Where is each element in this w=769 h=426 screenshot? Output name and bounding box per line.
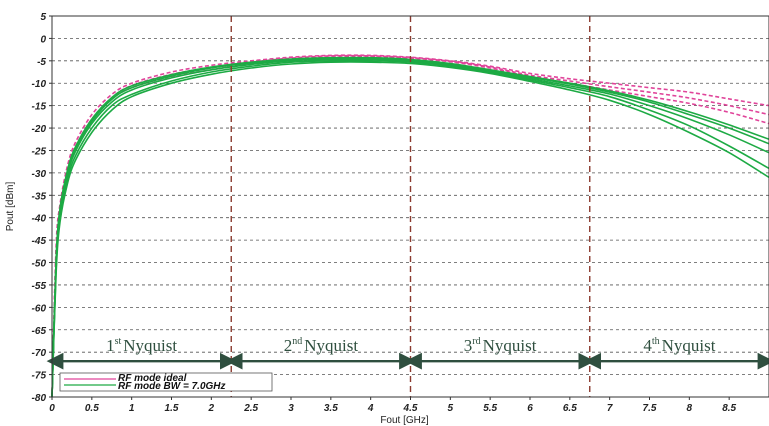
x-tick-label: 3.5 bbox=[324, 403, 338, 414]
y-tick-label: -45 bbox=[32, 236, 47, 247]
y-tick-label: -35 bbox=[32, 191, 47, 202]
x-tick-label: 4.5 bbox=[403, 403, 418, 414]
x-tick-label: 8.5 bbox=[722, 403, 736, 414]
legend: RF mode ideal RF mode BW = 7.0GHz bbox=[60, 373, 272, 392]
y-tick-label: -5 bbox=[37, 57, 46, 68]
y-axis-title: Pout [dBm] bbox=[5, 182, 16, 232]
x-tick-label: 5 bbox=[448, 403, 454, 414]
x-tick-label: 1 bbox=[129, 403, 135, 414]
nyquist-region-label: 1st Nyquist bbox=[106, 336, 177, 355]
x-tick-label: 3 bbox=[288, 403, 294, 414]
y-tick-label: 5 bbox=[40, 12, 46, 23]
y-tick-label: -55 bbox=[32, 281, 47, 292]
x-tick-label: 7.5 bbox=[643, 403, 657, 414]
x-tick-label: 0 bbox=[49, 403, 55, 414]
x-tick-label: 6 bbox=[527, 403, 533, 414]
y-tick-label: -75 bbox=[32, 371, 47, 382]
y-tick-label: -30 bbox=[32, 169, 47, 180]
y-tick-label: -20 bbox=[32, 124, 47, 135]
x-tick-label: 8 bbox=[687, 403, 693, 414]
x-tick-label: 0.5 bbox=[85, 403, 99, 414]
y-tick-label: -10 bbox=[32, 79, 47, 90]
x-tick-label: 7 bbox=[607, 403, 613, 414]
legend-label-bw: RF mode BW = 7.0GHz bbox=[118, 381, 226, 392]
x-tick-label: 5.5 bbox=[483, 403, 497, 414]
x-axis-title: Fout [GHz] bbox=[380, 415, 429, 426]
x-tick-label: 2.5 bbox=[243, 403, 258, 414]
y-tick-label: -70 bbox=[32, 348, 47, 359]
x-tick-label: 2 bbox=[208, 403, 215, 414]
y-tick-label: -40 bbox=[32, 214, 47, 225]
y-tick-label: -80 bbox=[32, 393, 47, 404]
y-tick-label: 0 bbox=[40, 34, 46, 45]
y-tick-label: -25 bbox=[32, 146, 47, 157]
y-tick-label: -50 bbox=[32, 259, 47, 270]
y-tick-label: -65 bbox=[32, 326, 47, 337]
x-tick-label: 4 bbox=[367, 403, 374, 414]
y-tick-label: -60 bbox=[32, 303, 47, 314]
y-tick-label: -15 bbox=[32, 102, 47, 113]
x-tick-label: 6.5 bbox=[563, 403, 577, 414]
x-tick-label: 1.5 bbox=[165, 403, 179, 414]
